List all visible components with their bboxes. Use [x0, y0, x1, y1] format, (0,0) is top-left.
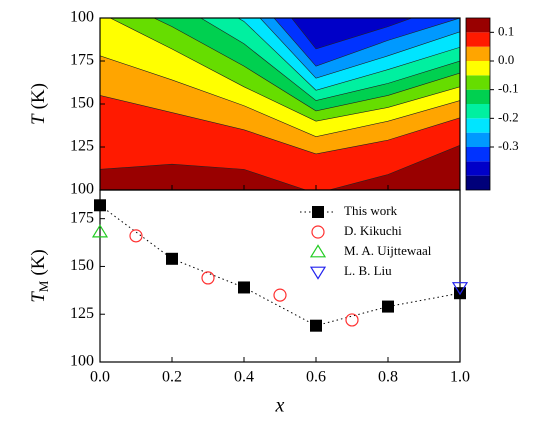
- legend-label: M. A. Uijttewaal: [344, 243, 432, 258]
- contour-line: [259, 18, 460, 79]
- contour-line: [100, 145, 460, 190]
- y-axis-unit: (K): [28, 83, 49, 109]
- y-axis-symbol: T: [28, 291, 49, 303]
- x-tick-label: 0.2: [162, 369, 182, 386]
- y-axis-subscript: M: [36, 280, 51, 292]
- x-tick-label: 0.8: [378, 369, 398, 386]
- y-axis-unit: (K): [28, 249, 49, 275]
- colorbar-tick-label: -0.1: [498, 81, 519, 96]
- data-point: [345, 313, 359, 327]
- colorbar-band: [466, 104, 490, 119]
- colorbar-tick-label: -0.2: [498, 109, 519, 124]
- x-tick-label: 0.4: [234, 369, 254, 386]
- colorbar-band: [466, 161, 490, 176]
- y-tick-label: 125: [70, 305, 94, 322]
- colorbar-tick-label: -0.3: [498, 138, 519, 153]
- y-tick-label: 175: [70, 209, 94, 226]
- data-point: [382, 300, 394, 313]
- legend-marker: [309, 266, 327, 280]
- contour-line: [200, 18, 460, 101]
- data-point: [91, 224, 109, 238]
- y-tick-label: 100: [70, 9, 94, 26]
- contour-line: [291, 18, 413, 50]
- contour-plot: [100, 18, 460, 190]
- colorbar-band: [466, 147, 490, 162]
- y-tick-label: 150: [70, 95, 94, 112]
- contour-region: [100, 145, 460, 190]
- data-point: [451, 282, 469, 296]
- contour-line: [153, 18, 460, 112]
- contour-line: [273, 18, 460, 67]
- contour-line: [100, 55, 460, 137]
- data-point: [310, 319, 322, 332]
- legend-label: L. B. Liu: [344, 263, 392, 278]
- y-axis-label: TM (K): [28, 249, 51, 303]
- colorbar-band: [466, 32, 490, 47]
- contour-line: [100, 95, 460, 155]
- x-axis-label: x: [275, 395, 285, 417]
- data-point: [238, 281, 250, 294]
- x-tick-label: 0.0: [90, 369, 110, 386]
- y-axis-label: T (K): [28, 83, 49, 125]
- colorbar-band: [466, 118, 490, 133]
- legend-label: D. Kikuchi: [344, 223, 402, 238]
- data-point: [129, 229, 143, 243]
- y-axis-symbol: T: [28, 113, 49, 125]
- y-tick-label: 100: [70, 353, 94, 370]
- y-tick-label: 125: [70, 138, 94, 155]
- colorbar-band: [466, 61, 490, 76]
- colorbar-band: [466, 89, 490, 104]
- contour-line: [237, 18, 460, 91]
- colorbar-tick-label: 0.0: [498, 52, 514, 67]
- colorbar-band: [466, 18, 490, 33]
- colorbar-band: [466, 46, 490, 61]
- legend-marker: [311, 225, 325, 239]
- y-tick-label: 175: [70, 52, 94, 69]
- data-point: [94, 199, 106, 212]
- data-point: [201, 271, 215, 285]
- x-tick-label: 1.0: [450, 369, 470, 386]
- legend-marker: [309, 244, 327, 258]
- contour-line: [109, 18, 460, 122]
- x-tick-label: 0.6: [306, 369, 326, 386]
- y-tick-label: 100: [70, 181, 94, 198]
- colorbar-frame: [465, 17, 491, 191]
- colorbar-band: [466, 132, 490, 147]
- data-point: [273, 288, 287, 302]
- legend-marker: [312, 206, 324, 218]
- y-tick-label: 150: [70, 257, 94, 274]
- colorbar-band: [466, 175, 490, 190]
- series-line: [99, 204, 461, 327]
- data-point: [166, 252, 178, 265]
- plot-frame: [99, 189, 461, 363]
- legend-label: This work: [344, 203, 398, 218]
- colorbar-tick-label: 0.1: [498, 23, 514, 38]
- colorbar-band: [466, 75, 490, 90]
